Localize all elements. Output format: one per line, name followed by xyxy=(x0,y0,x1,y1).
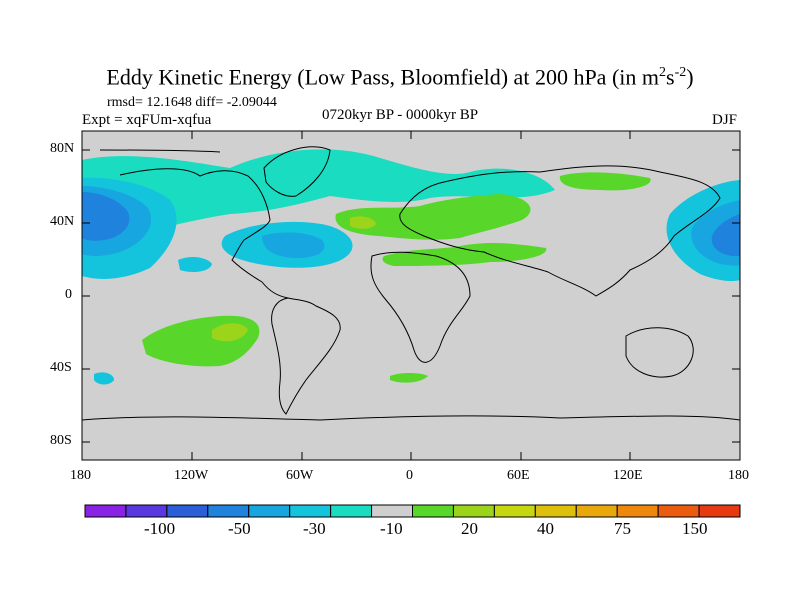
colorbar-label-minus10: -10 xyxy=(380,519,403,538)
contour-siberia-green xyxy=(559,172,651,191)
colorbar-label-minus50: -50 xyxy=(228,519,251,538)
africa-coast xyxy=(370,251,471,363)
x-axis-ticks xyxy=(81,131,741,460)
period-label: 0720kyr BP - 0000kyr BP xyxy=(322,107,479,123)
colorbar-swatch xyxy=(248,504,291,518)
colorbar-swatch xyxy=(289,504,332,518)
contour-small-cyan xyxy=(178,257,212,272)
colorbar xyxy=(84,504,741,518)
colorbar-swatch xyxy=(616,504,659,518)
contour-south-pacific-yg xyxy=(212,323,248,342)
contour-atlantic-core xyxy=(262,232,325,258)
contour-pacific-east-core xyxy=(711,214,740,256)
y-tick-40s: 40S xyxy=(50,360,72,375)
colorbar-swatch xyxy=(493,504,536,518)
south-america-coast xyxy=(271,297,341,415)
colorbar-label-75: 75 xyxy=(614,519,631,538)
coastlines xyxy=(82,146,740,421)
title-sup-2: -2 xyxy=(674,65,687,80)
x-tick-180e: 180 xyxy=(728,468,749,483)
colorbar-label-40: 40 xyxy=(537,519,554,538)
contour-south-cyan xyxy=(94,372,114,385)
contour-europe-green xyxy=(335,194,531,240)
y-tick-40n: 40N xyxy=(50,214,75,229)
title-main: Eddy Kinetic Energy (Low Pass, Bloomfiel… xyxy=(106,64,659,90)
colorbar-label-150: 150 xyxy=(682,519,708,538)
x-tick-120w: 120W xyxy=(174,468,209,483)
contour-south-atlantic-green xyxy=(390,373,428,383)
colorbar-swatch xyxy=(575,504,618,518)
stats-label: rmsd= 12.1648 diff= -2.09044 xyxy=(107,95,277,110)
title-mid: s xyxy=(666,64,675,90)
y-tick-80s: 80S xyxy=(50,433,72,448)
antarctica-coast xyxy=(82,415,740,421)
y-tick-0: 0 xyxy=(65,287,72,302)
colorbar-swatch xyxy=(166,504,209,518)
y-tick-80n: 80N xyxy=(50,141,75,156)
north-america-coast xyxy=(119,168,289,299)
contour-europe-yg xyxy=(350,216,376,229)
colorbar-swatch xyxy=(698,504,741,518)
eke-contours xyxy=(82,149,740,385)
contour-cyan-north xyxy=(82,149,555,240)
x-tick-120e: 120E xyxy=(613,468,643,483)
colorbar-swatch xyxy=(125,504,168,518)
colorbar-swatch xyxy=(412,504,454,518)
title-sup-1: 2 xyxy=(659,65,666,80)
eurasia-coast xyxy=(399,165,721,297)
x-tick-60w: 60W xyxy=(286,468,314,483)
y-axis-ticks xyxy=(82,149,740,443)
colorbar-swatch xyxy=(534,504,577,518)
title-end: ) xyxy=(686,64,694,90)
colorbar-swatch xyxy=(84,504,127,518)
x-tick-180w: 180 xyxy=(70,468,91,483)
x-tick-60e: 60E xyxy=(507,468,530,483)
colorbar-label-20: 20 xyxy=(461,519,478,538)
arctic-islands xyxy=(99,149,221,153)
australia-coast xyxy=(625,327,694,378)
colorbar-label-minus30: -30 xyxy=(303,519,326,538)
x-tick-0: 0 xyxy=(406,468,413,483)
colorbar-swatch xyxy=(207,504,250,518)
colorbar-swatch xyxy=(452,504,495,518)
contour-pacific-west-core xyxy=(82,192,130,241)
colorbar-swatch xyxy=(330,504,373,518)
colorbar-label-minus100: -100 xyxy=(144,519,176,538)
greenland-coast xyxy=(263,146,331,197)
colorbar-swatch xyxy=(657,504,700,518)
experiment-label: Expt = xqFUm-xqfua xyxy=(82,112,212,128)
colorbar-swatch xyxy=(371,504,413,518)
season-label: DJF xyxy=(712,112,738,128)
map-title: Eddy Kinetic Energy (Low Pass, Bloomfiel… xyxy=(0,60,800,90)
